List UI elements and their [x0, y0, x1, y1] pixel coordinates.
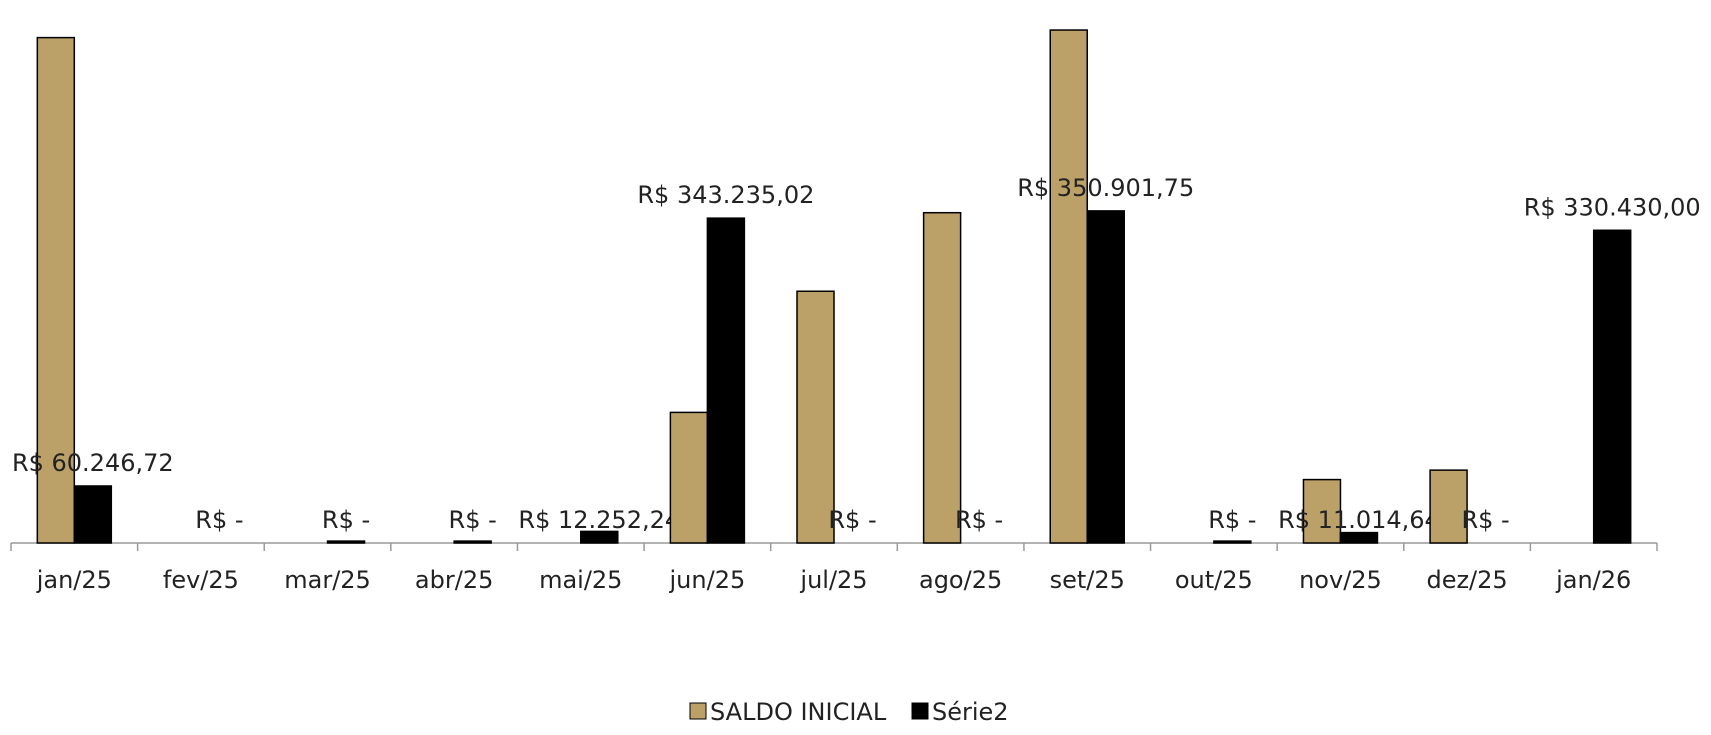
x-tick-label: out/25	[1175, 566, 1253, 594]
x-tick-label: mar/25	[284, 566, 371, 594]
bar-serie2	[1592, 229, 1632, 544]
x-tick-label: nov/25	[1299, 566, 1382, 594]
x-tick-label: abr/25	[415, 566, 493, 594]
bar-saldo-inicial	[796, 290, 835, 544]
bar-saldo-inicial	[922, 211, 962, 544]
data-label-serie2: R$ 60.246,72	[12, 449, 174, 477]
data-label-serie2: R$ 12.252,24	[518, 506, 680, 534]
bar-serie2	[1213, 540, 1252, 544]
bar-serie2	[706, 217, 746, 544]
bar-serie2	[1086, 210, 1125, 544]
bar-serie2	[1339, 531, 1379, 544]
legend-swatch-serie2	[911, 702, 929, 720]
x-tick-label: jan/26	[1555, 566, 1631, 594]
bar-saldo-inicial	[1429, 469, 1468, 544]
data-label-serie2: R$ -	[828, 506, 876, 534]
data-label-serie2: R$ 330.430,00	[1524, 193, 1701, 221]
bar-serie2	[453, 540, 492, 544]
data-label-serie2: R$ -	[955, 506, 1003, 534]
x-tick-label: ago/25	[919, 566, 1002, 594]
legend-label-saldo-inicial: SALDO INICIAL	[710, 698, 887, 726]
x-tick-label: fev/25	[163, 566, 239, 594]
bar-saldo-inicial	[669, 411, 709, 544]
data-label-serie2: R$ 343.235,02	[637, 181, 814, 209]
legend-swatch-saldo-inicial	[689, 702, 707, 720]
data-label-serie2: R$ -	[322, 506, 370, 534]
data-label-serie2: R$ -	[195, 506, 243, 534]
bar-serie2	[326, 540, 366, 544]
x-tick-label: jun/25	[669, 566, 746, 594]
data-label-serie2: R$ -	[449, 506, 497, 534]
x-tick-label: dez/25	[1426, 566, 1507, 594]
x-tick-label: jul/25	[799, 566, 867, 594]
x-tick-label: jan/25	[36, 566, 112, 594]
data-label-serie2: R$ -	[1208, 506, 1256, 534]
data-label-serie2: R$ 350.901,75	[1017, 174, 1194, 202]
data-label-serie2: R$ -	[1461, 506, 1509, 534]
bar-serie2	[73, 485, 113, 544]
bar-serie2	[580, 530, 619, 544]
bar-saldo-inicial	[1302, 478, 1342, 544]
x-tick-label: set/25	[1050, 566, 1125, 594]
legend: SALDO INICIAL Série2	[689, 698, 1009, 726]
x-tick-label: mai/25	[539, 566, 622, 594]
data-label-serie2: R$ 11.014,64	[1278, 506, 1440, 534]
bar-saldo-inicial	[36, 36, 76, 544]
bar-saldo-inicial	[1049, 29, 1088, 544]
legend-label-serie2: Série2	[932, 698, 1009, 726]
